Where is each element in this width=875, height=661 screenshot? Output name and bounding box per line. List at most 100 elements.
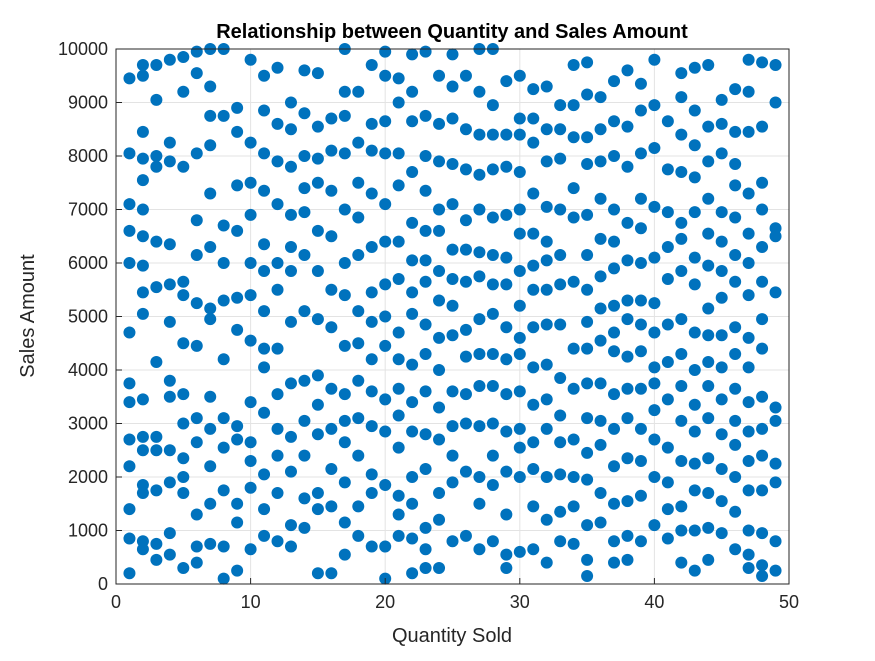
data-point (527, 462, 540, 475)
data-point (702, 553, 715, 566)
data-point (769, 96, 782, 109)
data-point (446, 385, 459, 398)
data-point (675, 67, 688, 80)
data-point (608, 115, 621, 128)
data-point (338, 414, 351, 427)
data-point (433, 224, 446, 237)
data-point (136, 307, 149, 320)
data-point (204, 80, 217, 93)
data-point (446, 535, 459, 548)
data-point (500, 548, 513, 561)
data-point (661, 355, 674, 368)
data-point (284, 123, 297, 136)
data-point (217, 257, 230, 269)
data-point (163, 278, 176, 291)
data-point (271, 61, 284, 74)
data-point (433, 433, 446, 446)
data-point (621, 254, 634, 267)
data-point (136, 444, 149, 457)
data-point (769, 401, 782, 414)
data-point (379, 540, 392, 553)
data-point (271, 257, 284, 269)
data-point (756, 449, 769, 462)
data-point (742, 524, 755, 537)
data-point (406, 396, 419, 409)
data-point (715, 265, 728, 278)
data-point (298, 521, 311, 534)
data-point (661, 273, 674, 286)
data-point (123, 503, 136, 516)
data-point (608, 388, 621, 401)
data-point (217, 441, 230, 454)
data-point (540, 235, 553, 248)
data-point (621, 412, 634, 425)
data-point (163, 444, 176, 457)
data-point (527, 543, 540, 556)
data-point (567, 59, 580, 72)
data-point (500, 508, 513, 521)
data-point (715, 235, 728, 248)
data-point (527, 259, 540, 272)
data-point (473, 270, 486, 283)
data-point (379, 339, 392, 352)
data-point (258, 104, 271, 117)
data-point (756, 275, 769, 288)
data-point (298, 150, 311, 162)
y-tick-label: 1000 (68, 521, 108, 541)
data-point (742, 53, 755, 66)
data-point (594, 232, 607, 245)
data-point (729, 347, 742, 360)
data-point (284, 96, 297, 109)
data-point (500, 160, 513, 173)
data-point (540, 123, 553, 136)
data-point (756, 527, 769, 540)
data-point (729, 179, 742, 192)
data-point (392, 489, 405, 502)
data-point (675, 166, 688, 179)
data-point (231, 564, 244, 577)
data-point (284, 540, 297, 553)
data-point (581, 377, 594, 390)
data-point (123, 396, 136, 409)
data-point (540, 318, 553, 331)
data-point (392, 72, 405, 85)
data-point (365, 353, 378, 366)
data-point (527, 83, 540, 96)
data-point (459, 69, 472, 82)
data-point (527, 500, 540, 513)
data-point (177, 85, 190, 98)
data-point (500, 251, 513, 264)
y-tick-label: 0 (98, 574, 108, 594)
data-point (621, 313, 634, 326)
data-point (217, 484, 230, 497)
data-point (433, 265, 446, 278)
data-point (715, 393, 728, 406)
data-point (271, 535, 284, 548)
data-point (594, 334, 607, 347)
axis-ticks: 0 10 20 30 40 50 0 1000 2000 3000 4000 5000 6000 7000… (58, 39, 799, 612)
data-point (688, 364, 701, 376)
data-point (729, 321, 742, 334)
data-point (258, 342, 271, 355)
y-tick-label: 7000 (68, 200, 108, 220)
data-point (540, 556, 553, 569)
data-point (379, 115, 392, 128)
data-point (513, 299, 526, 312)
data-point (500, 321, 513, 334)
data-point (742, 187, 755, 200)
data-point (500, 425, 513, 438)
x-tick-label: 40 (644, 592, 664, 612)
data-point (231, 291, 244, 304)
data-point (742, 361, 755, 374)
data-point (540, 200, 553, 213)
data-point (634, 147, 647, 160)
data-point (527, 136, 540, 149)
data-point (473, 246, 486, 259)
data-point (325, 567, 338, 580)
data-point (554, 409, 567, 422)
data-point (419, 462, 432, 475)
data-point (675, 414, 688, 427)
data-point (715, 93, 728, 106)
data-point (567, 500, 580, 513)
data-point (554, 248, 567, 261)
